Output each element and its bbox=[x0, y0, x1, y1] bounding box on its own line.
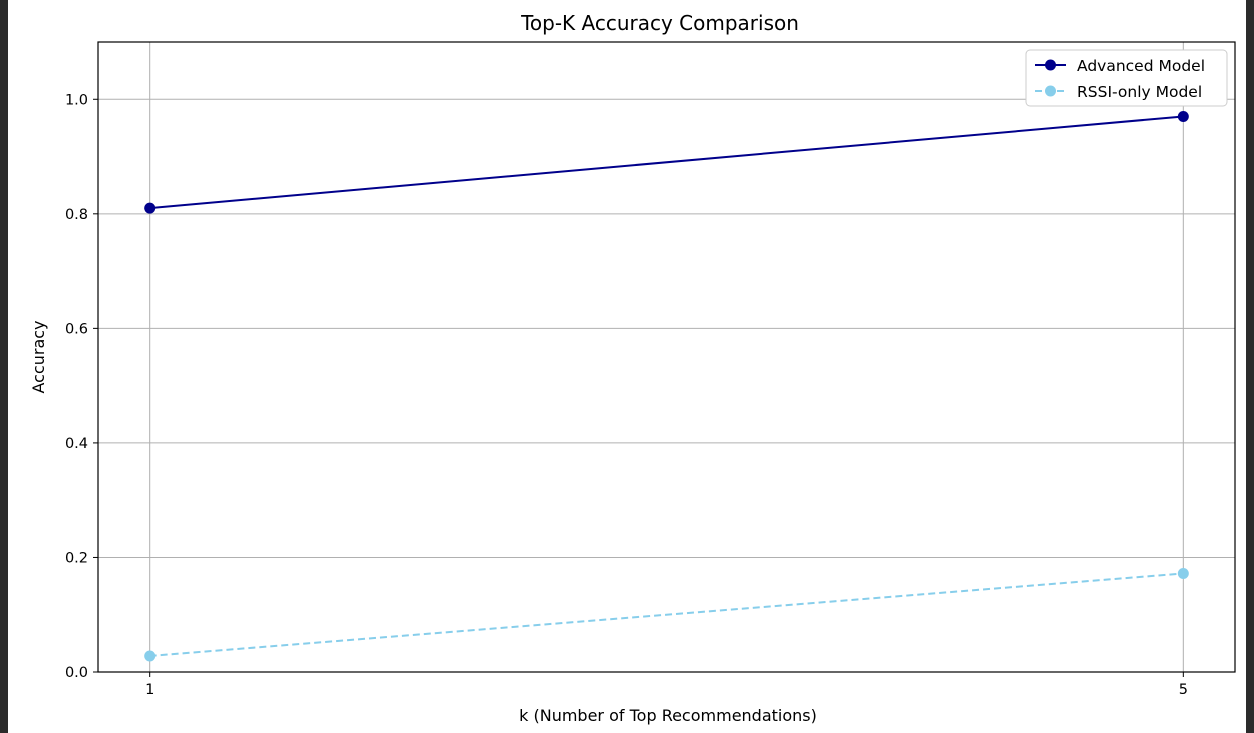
series-line-0 bbox=[149, 115, 1184, 210]
y-tick-label: 0.0 bbox=[65, 665, 88, 681]
legend-label: Advanced Model bbox=[1077, 57, 1205, 75]
series-1-point bbox=[1177, 567, 1189, 579]
x-tick-label: 1 bbox=[145, 682, 154, 698]
legend-label: RSSI-only Model bbox=[1077, 83, 1202, 101]
series-1-point bbox=[144, 650, 156, 662]
y-axis-label: Accuracy bbox=[29, 320, 48, 393]
legend-marker bbox=[1045, 85, 1056, 97]
series-line-1 bbox=[149, 572, 1184, 657]
legend-marker bbox=[1045, 59, 1056, 71]
y-tick-label: 0.6 bbox=[65, 321, 88, 337]
x-tick-label: 5 bbox=[1179, 682, 1188, 698]
line-chart: Top-K Accuracy Comparison 0.00.20.40.60.… bbox=[29, 11, 1236, 725]
y-tick-label: 0.4 bbox=[65, 436, 88, 452]
legend: Advanced Model RSSI-only Model bbox=[1025, 49, 1228, 107]
plot-frame bbox=[97, 41, 1236, 673]
legend-box bbox=[1025, 49, 1228, 107]
x-axis-label: k (Number of Top Recommendations) bbox=[519, 706, 817, 725]
grid-lines bbox=[98, 42, 1235, 673]
y-tick-label: 1.0 bbox=[65, 92, 88, 108]
series-0-point bbox=[1177, 110, 1189, 122]
y-tick-label: 0.2 bbox=[65, 550, 88, 566]
figure: Top-K Accuracy Comparison 0.0 0.2 0.4 0.6 0.… bbox=[8, 0, 1246, 733]
y-tick-label: 0.8 bbox=[65, 207, 88, 223]
series-layer bbox=[144, 110, 1189, 662]
series-0-point bbox=[144, 202, 156, 214]
chart-title: Top-K Accuracy Comparison bbox=[520, 11, 799, 35]
axis-ticks: 0.0 0.2 0.4 0.6 0.8 1.0 1 5 bbox=[65, 92, 1188, 698]
